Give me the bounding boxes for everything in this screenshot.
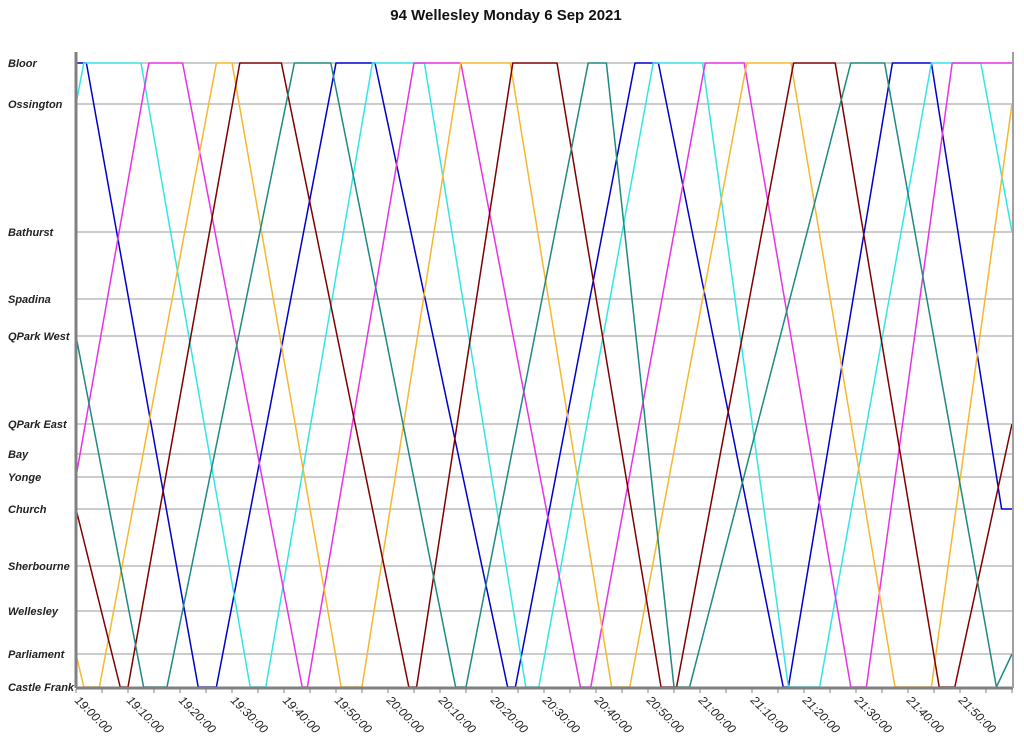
x-tick-label: 19:50:00: [332, 693, 375, 736]
station-label: Sherbourne: [8, 561, 70, 573]
x-tick-label: 20:00:00: [383, 693, 427, 737]
bus-trace-3: [75, 62, 1012, 688]
x-tick-label: 21:20:00: [799, 693, 843, 737]
x-tick-label: 20:50:00: [643, 693, 687, 737]
x-tick-label: 19:40:00: [280, 693, 323, 736]
station-label: Spadina: [8, 294, 51, 306]
station-labels: Bloor Ossington Bathurst Spadina QPark West Q…: [8, 58, 75, 694]
station-label: Yonge: [8, 472, 41, 484]
bus-trace-1: [76, 62, 1012, 688]
x-tick-label: 21:00:00: [695, 693, 739, 737]
x-tick-label: 20:40:00: [591, 693, 635, 737]
x-tick-label: 21:30:00: [851, 693, 895, 737]
station-gridlines: [76, 62, 1012, 655]
station-label: Bloor: [8, 58, 37, 70]
station-label: Bay: [8, 449, 29, 461]
bus-trace-5: [75, 62, 1013, 688]
x-tick-label: 20:20:00: [487, 693, 531, 737]
x-tick-label: 21:50:00: [955, 693, 999, 737]
x-tick-label: 19:30:00: [228, 693, 271, 736]
x-tick-label: 21:40:00: [903, 693, 947, 737]
station-label: Castle Frank: [8, 682, 75, 694]
x-tick-label: 20:30:00: [539, 693, 583, 737]
station-label: Parliament: [8, 649, 66, 661]
x-tick-label: 21:10:00: [747, 693, 791, 737]
bus-trace-6: [75, 62, 1013, 688]
bus-trace-4: [75, 62, 1013, 688]
bus-trace-2: [75, 62, 1013, 688]
chart-title: 94 Wellesley Monday 6 Sep 2021: [390, 7, 622, 24]
time-axis: 19:00:00 19:10:00 19:20:00 19:30:00 19:40:00…: [72, 689, 1013, 737]
bus-traces: [75, 62, 1013, 688]
axes: [74, 52, 1014, 690]
station-label: Bathurst: [8, 227, 55, 239]
station-label: QPark East: [8, 419, 68, 431]
x-tick-label: 20:10:00: [435, 693, 479, 737]
station-label: Church: [8, 504, 47, 516]
x-tick-label: 19:20:00: [176, 693, 219, 736]
station-label: Wellesley: [8, 606, 59, 618]
x-tick-label: 19:00:00: [72, 693, 115, 736]
station-label: Ossington: [8, 99, 63, 111]
station-label: QPark West: [8, 331, 71, 343]
x-tick-label: 19:10:00: [124, 693, 167, 736]
